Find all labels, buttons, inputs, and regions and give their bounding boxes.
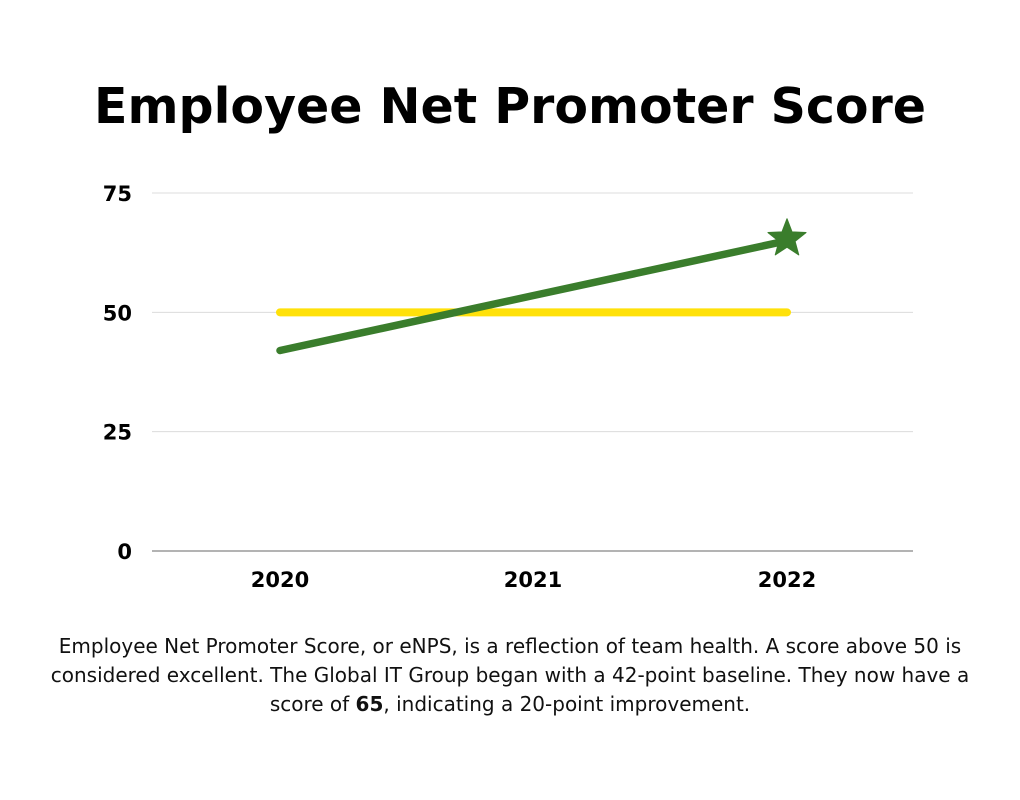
- x-axis-tick-labels: 2020 2021 2022: [251, 568, 816, 592]
- series-line-enps: [276, 236, 791, 355]
- chart-caption: Employee Net Promoter Score, or eNPS, is…: [40, 632, 980, 719]
- y-tick-label-50: 50: [103, 301, 132, 325]
- star-marker-icon: [767, 218, 807, 256]
- y-tick-label-25: 25: [103, 421, 132, 445]
- x-tick-label-2021: 2021: [504, 568, 562, 592]
- y-tick-label-75: 75: [103, 182, 132, 206]
- x-tick-label-2022: 2022: [758, 568, 816, 592]
- series-lines: [276, 236, 791, 355]
- y-axis-tick-labels: 0 25 50 75: [103, 182, 132, 564]
- series-markers: [767, 218, 807, 256]
- caption-text-before: Employee Net Promoter Score, or eNPS, is…: [50, 634, 970, 716]
- caption-score: 65: [355, 692, 384, 716]
- line-chart: 0 25 50 75 2020 2021 2022: [103, 182, 913, 592]
- caption-text-after: , indicating a 20-point improvement.: [383, 692, 751, 716]
- chart-title: Employee Net Promoter Score: [94, 78, 926, 135]
- y-tick-label-0: 0: [117, 540, 132, 564]
- gridlines: [152, 192, 913, 552]
- x-tick-label-2020: 2020: [251, 568, 309, 592]
